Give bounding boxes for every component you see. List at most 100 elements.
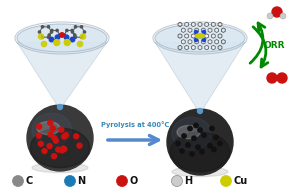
Polygon shape (198, 45, 202, 50)
Ellipse shape (37, 122, 60, 135)
Circle shape (38, 31, 41, 33)
Polygon shape (181, 40, 185, 44)
Polygon shape (198, 34, 202, 38)
Circle shape (198, 128, 202, 132)
Polygon shape (211, 45, 215, 50)
Text: C: C (25, 176, 32, 186)
Circle shape (64, 40, 70, 46)
Circle shape (56, 38, 58, 41)
Circle shape (272, 7, 282, 17)
Circle shape (60, 33, 64, 37)
Circle shape (59, 127, 64, 132)
Text: H: H (184, 176, 192, 186)
Polygon shape (188, 28, 192, 33)
Ellipse shape (170, 132, 230, 172)
Polygon shape (205, 45, 209, 50)
Ellipse shape (155, 24, 245, 52)
Circle shape (59, 34, 61, 36)
Polygon shape (17, 42, 107, 105)
Polygon shape (195, 40, 199, 44)
Circle shape (77, 41, 83, 47)
Ellipse shape (32, 163, 88, 173)
Polygon shape (192, 34, 195, 38)
Circle shape (71, 38, 73, 41)
Circle shape (182, 134, 186, 138)
Circle shape (48, 132, 53, 137)
Circle shape (38, 34, 44, 39)
Ellipse shape (177, 125, 200, 139)
Circle shape (52, 154, 57, 159)
Circle shape (62, 146, 67, 152)
Polygon shape (181, 28, 185, 33)
Polygon shape (198, 22, 202, 27)
Circle shape (56, 147, 61, 152)
Polygon shape (215, 40, 219, 44)
Circle shape (190, 152, 194, 156)
Text: Pyrolysis at 400°C: Pyrolysis at 400°C (101, 121, 169, 128)
Polygon shape (215, 28, 219, 33)
Circle shape (71, 29, 73, 32)
Circle shape (66, 29, 68, 32)
Circle shape (65, 176, 75, 187)
Circle shape (200, 149, 204, 154)
Circle shape (212, 147, 216, 152)
Polygon shape (188, 40, 192, 44)
Circle shape (41, 36, 44, 38)
Circle shape (42, 149, 47, 153)
Circle shape (54, 138, 58, 143)
Polygon shape (211, 22, 215, 27)
Circle shape (48, 120, 53, 125)
Polygon shape (185, 34, 189, 38)
Circle shape (54, 40, 60, 46)
Circle shape (280, 13, 286, 19)
Circle shape (171, 176, 183, 187)
Circle shape (74, 34, 76, 36)
Circle shape (267, 13, 273, 19)
Circle shape (51, 29, 53, 32)
Ellipse shape (30, 128, 90, 168)
Polygon shape (205, 34, 209, 38)
Circle shape (208, 144, 212, 148)
Circle shape (62, 134, 67, 139)
Polygon shape (192, 22, 195, 27)
Circle shape (59, 148, 65, 153)
Polygon shape (185, 22, 189, 27)
Text: N: N (77, 176, 85, 186)
Circle shape (74, 26, 77, 28)
Polygon shape (185, 45, 189, 50)
Circle shape (63, 34, 65, 36)
Circle shape (56, 29, 58, 32)
Circle shape (197, 108, 202, 114)
Circle shape (47, 144, 52, 149)
Circle shape (214, 135, 218, 140)
Ellipse shape (167, 109, 233, 175)
Circle shape (61, 146, 66, 151)
Circle shape (81, 26, 83, 28)
Polygon shape (211, 34, 215, 38)
Polygon shape (155, 42, 245, 109)
Circle shape (202, 38, 205, 42)
Circle shape (188, 126, 192, 131)
Polygon shape (201, 40, 205, 44)
Circle shape (267, 73, 277, 83)
Circle shape (55, 35, 60, 40)
Circle shape (81, 36, 83, 38)
Ellipse shape (27, 105, 93, 171)
Circle shape (71, 31, 74, 33)
Circle shape (83, 31, 86, 33)
Circle shape (277, 73, 287, 83)
Circle shape (186, 143, 190, 147)
Circle shape (52, 136, 57, 140)
Ellipse shape (172, 167, 228, 177)
Circle shape (47, 36, 50, 38)
Ellipse shape (17, 24, 107, 52)
Circle shape (38, 141, 43, 146)
Circle shape (202, 30, 205, 34)
Circle shape (196, 145, 200, 149)
Ellipse shape (172, 117, 212, 150)
Circle shape (70, 37, 75, 42)
Circle shape (47, 26, 50, 28)
Circle shape (36, 133, 41, 138)
Circle shape (12, 176, 23, 187)
Circle shape (63, 133, 68, 138)
